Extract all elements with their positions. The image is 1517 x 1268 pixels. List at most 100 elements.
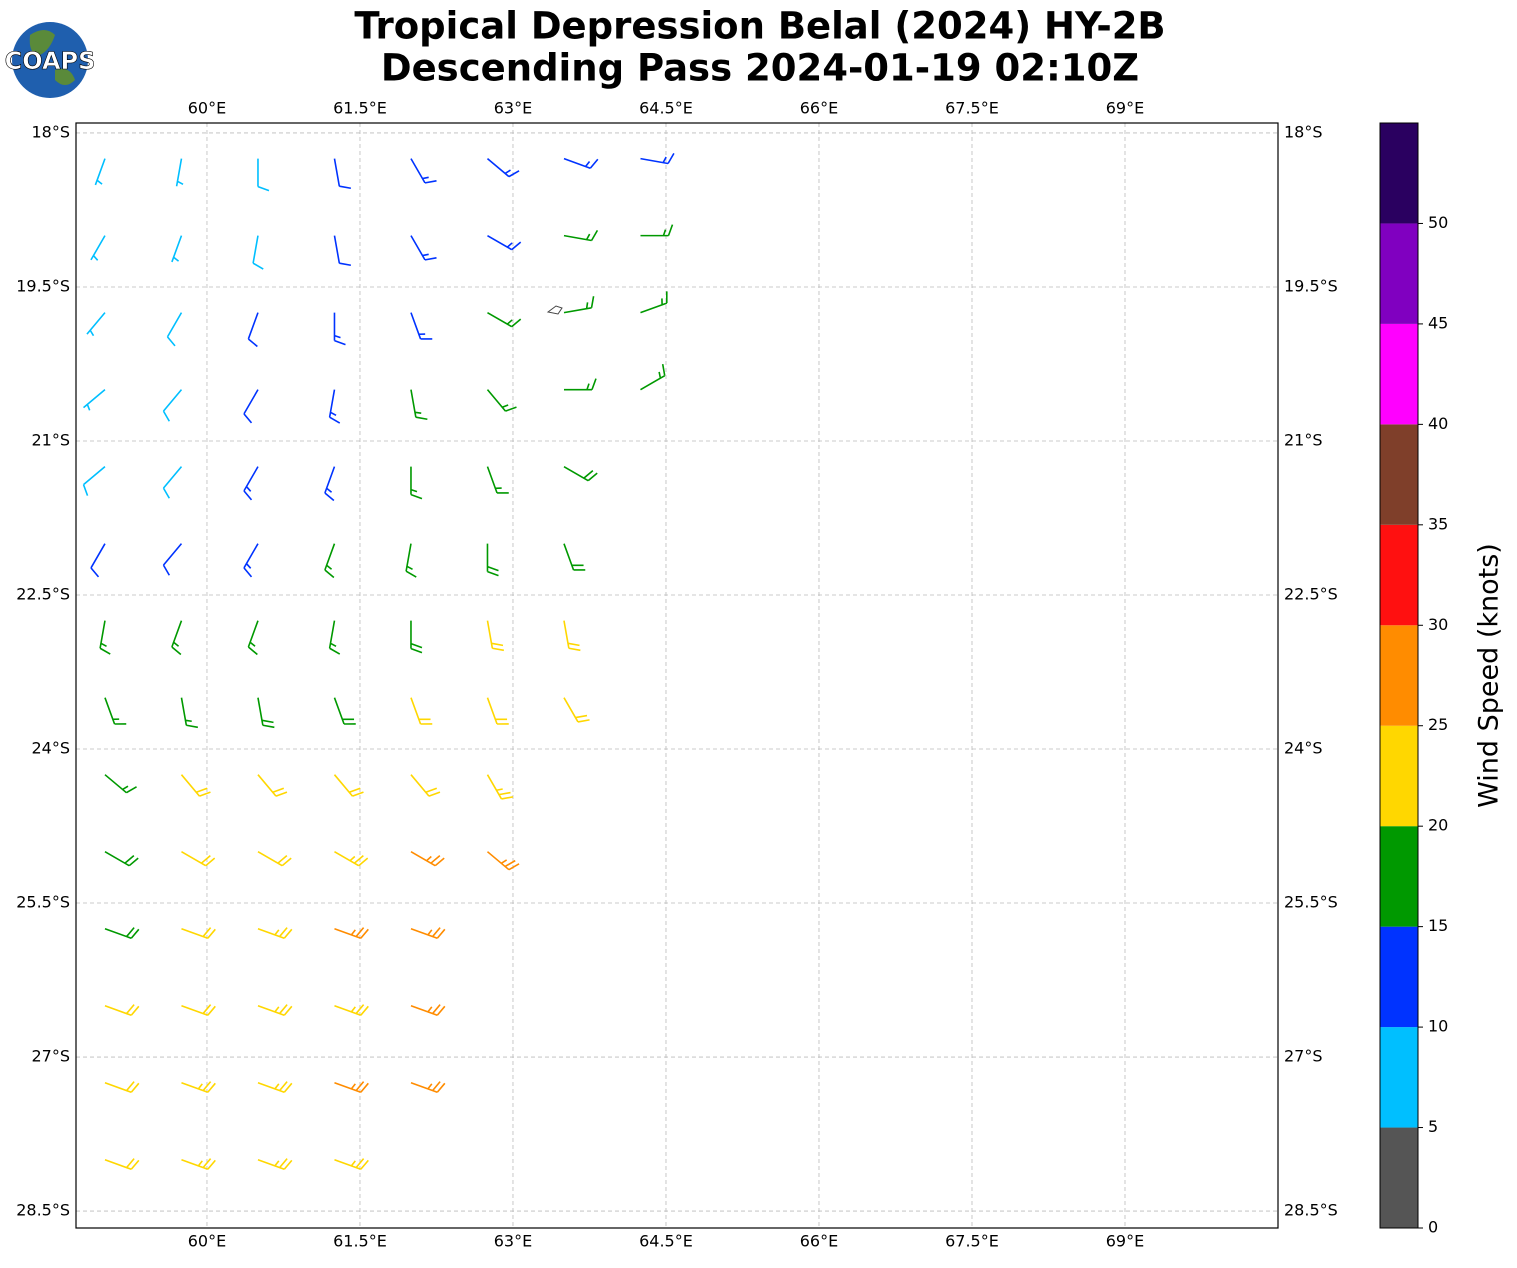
wind-barb — [410, 620, 423, 654]
wind-barb — [243, 543, 259, 578]
barb-path — [257, 850, 292, 867]
logo: COAPS — [4, 22, 96, 98]
barb-path — [410, 620, 423, 654]
y-tick-label: 18°S — [31, 122, 70, 141]
wind-barb — [333, 312, 346, 346]
wind-barb — [82, 466, 106, 496]
barb-path — [243, 543, 259, 578]
barb-path — [324, 466, 336, 502]
wind-barb — [99, 620, 111, 655]
y-tick-label: 25.5°S — [16, 893, 70, 912]
chart-title: Tropical Depression Belal (2024) HY-2B — [354, 5, 1165, 48]
barb-path — [333, 235, 352, 267]
x-tick-label: 63°E — [494, 1232, 532, 1251]
wind-barb — [162, 466, 183, 499]
barb-path — [104, 850, 139, 867]
barb-path — [563, 296, 595, 314]
colorbar-frame — [1379, 122, 1419, 1229]
wind-barb — [410, 235, 437, 261]
wind-barb — [324, 466, 336, 502]
barb-path — [257, 927, 293, 940]
x-tick-label: 66°E — [800, 1232, 838, 1251]
wind-barb — [334, 850, 369, 867]
wind-barb — [243, 466, 259, 501]
x-tick-label: 61.5°E — [333, 1232, 387, 1251]
colorbar-segment — [1380, 926, 1418, 1028]
wind-barb — [104, 850, 139, 867]
barb-path — [563, 543, 586, 571]
wind-barb — [486, 774, 514, 800]
wind-barb — [257, 158, 270, 192]
barb-path — [171, 620, 183, 656]
colorbar-segment — [1380, 223, 1418, 324]
barb-path — [333, 774, 364, 797]
wind-barb — [334, 1081, 369, 1094]
wind-barb — [405, 543, 417, 578]
wind-barb — [328, 389, 341, 424]
colorbar-tick-label: 40 — [1428, 414, 1448, 433]
colorbar-tick-label: 5 — [1428, 1117, 1438, 1136]
wind-barb — [180, 774, 211, 797]
colorbar-tick-label: 50 — [1428, 213, 1448, 232]
barb-path — [410, 1081, 446, 1094]
barb-path — [334, 1158, 369, 1171]
wind-barb — [257, 774, 288, 797]
wind-barb — [486, 851, 520, 871]
wind-barb — [181, 1004, 216, 1017]
logo-text: COAPS — [5, 47, 96, 75]
colorbar-segment — [1380, 1127, 1418, 1228]
colorbar-tick-label: 10 — [1428, 1017, 1448, 1036]
barb-path — [162, 466, 183, 499]
wind-barb — [410, 850, 445, 867]
x-tick-label: 61.5°E — [333, 99, 387, 118]
barb-path — [162, 543, 183, 576]
island-outline — [546, 305, 563, 315]
y-tick-label: 27°S — [1284, 1047, 1323, 1066]
wind-barb — [410, 389, 428, 421]
barb-path — [486, 620, 505, 652]
barb-path — [410, 466, 423, 500]
barb-path — [486, 389, 517, 412]
barb-path — [257, 774, 288, 797]
wind-barb — [486, 389, 517, 412]
barb-path — [640, 291, 668, 314]
x-tick-label: 69°E — [1106, 1232, 1144, 1251]
colorbar-label: Wind Speed (knots) — [1474, 543, 1505, 808]
x-tick-label: 64.5°E — [639, 1232, 693, 1251]
barb-path — [640, 363, 666, 391]
wind-barb — [333, 774, 364, 797]
barb-path — [181, 1081, 216, 1094]
barb-path — [563, 620, 581, 652]
wind-barb — [334, 1158, 369, 1171]
wind-barb — [257, 927, 293, 940]
barb-path — [410, 1004, 446, 1017]
barb-path — [247, 620, 259, 656]
wind-barb — [563, 296, 595, 314]
wind-barb — [328, 620, 341, 655]
barb-path — [563, 157, 599, 169]
wind-barb — [410, 1081, 446, 1094]
colorbar-segment — [1380, 625, 1418, 726]
x-tick-label: 64.5°E — [639, 99, 693, 118]
map-frame — [75, 122, 1279, 1229]
wind-barb — [486, 697, 509, 725]
barb-path — [83, 389, 106, 411]
wind-barb — [83, 389, 106, 411]
wind-barb — [104, 927, 140, 940]
barb-path — [486, 697, 509, 725]
wind-barb — [94, 158, 106, 186]
wind-barb — [104, 1004, 140, 1017]
barb-path — [104, 697, 127, 725]
barb-path — [86, 312, 106, 337]
wind-barb — [162, 543, 183, 576]
barb-path — [410, 158, 437, 184]
wind-barb — [181, 850, 216, 867]
wind-barb — [257, 1004, 293, 1017]
wind-barb — [86, 312, 106, 337]
barb-path — [334, 850, 369, 867]
wind-barb — [563, 543, 586, 571]
wind-barb — [487, 234, 522, 251]
barb-path — [563, 697, 590, 723]
wind-barb — [563, 620, 581, 652]
barb-path — [180, 774, 211, 797]
